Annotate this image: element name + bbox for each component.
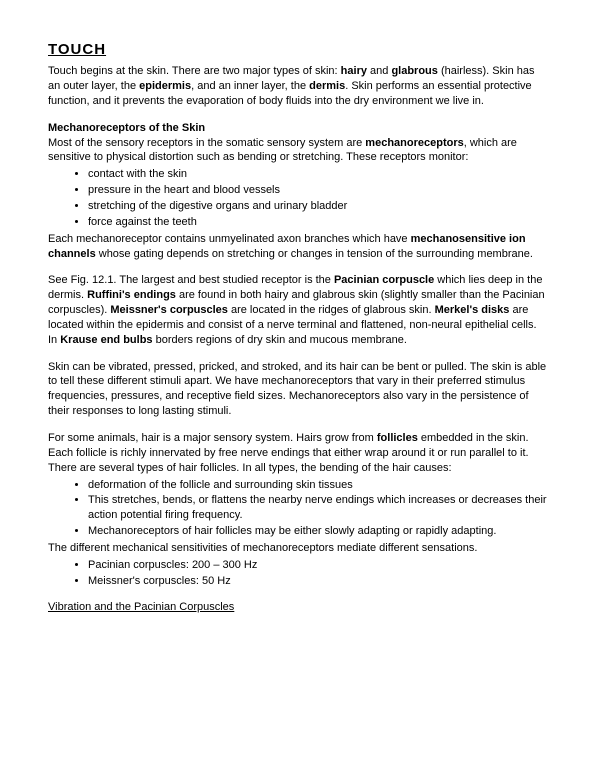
bold-term: follicles — [377, 432, 418, 444]
text: , and an inner layer, the — [191, 80, 309, 92]
text: Touch begins at the skin. There are two … — [48, 65, 341, 77]
bold-term: glabrous — [391, 65, 437, 77]
list-item: Mechanoreceptors of hair follicles may b… — [88, 524, 547, 539]
bold-term: Ruffini's endings — [87, 289, 176, 301]
subheading-vibration: Vibration and the Pacinian Corpuscles — [48, 600, 547, 615]
text: are located in the ridges of glabrous sk… — [228, 304, 435, 316]
bold-term: epidermis — [139, 80, 191, 92]
text: See Fig. 12.1. The largest and best stud… — [48, 274, 334, 286]
list-item: force against the teeth — [88, 215, 547, 230]
text: For some animals, hair is a major sensor… — [48, 432, 377, 444]
bold-term: Merkel's disks — [435, 304, 510, 316]
hair-paragraph: For some animals, hair is a major sensor… — [48, 431, 547, 476]
text: Most of the sensory receptors in the som… — [48, 137, 365, 149]
mech-bullet-list: contact with the skin pressure in the he… — [48, 167, 547, 229]
text: borders regions of dry skin and mucous m… — [153, 334, 407, 346]
mech-lead: Most of the sensory receptors in the som… — [48, 136, 547, 166]
intro-paragraph: Touch begins at the skin. There are two … — [48, 64, 547, 109]
bold-term: mechanoreceptors — [365, 137, 463, 149]
list-item: stretching of the digestive organs and u… — [88, 199, 547, 214]
bold-term: Meissner's corpuscles — [110, 304, 228, 316]
sens-bullet-list: Pacinian corpuscles: 200 – 300 Hz Meissn… — [48, 558, 547, 589]
list-item: pressure in the heart and blood vessels — [88, 183, 547, 198]
mech-after: Each mechanoreceptor contains unmyelinat… — [48, 232, 547, 262]
page-title: TOUCH — [48, 40, 547, 60]
hair-bullet-list: deformation of the follicle and surround… — [48, 478, 547, 539]
list-item: Pacinian corpuscles: 200 – 300 Hz — [88, 558, 547, 573]
bold-term: Krause end bulbs — [60, 334, 152, 346]
vibrate-paragraph: Skin can be vibrated, pressed, pricked, … — [48, 360, 547, 419]
text: and — [367, 65, 391, 77]
bold-term: hairy — [341, 65, 367, 77]
text: Each mechanoreceptor contains unmyelinat… — [48, 233, 411, 245]
list-item: deformation of the follicle and surround… — [88, 478, 547, 493]
bold-term: Pacinian corpuscle — [334, 274, 434, 286]
list-item: This stretches, bends, or flattens the n… — [88, 493, 547, 523]
section-heading-mechanoreceptors: Mechanoreceptors of the Skin — [48, 121, 547, 136]
bold-term: dermis — [309, 80, 345, 92]
list-item: contact with the skin — [88, 167, 547, 182]
fig-paragraph: See Fig. 12.1. The largest and best stud… — [48, 273, 547, 347]
sens-lead: The different mechanical sensitivities o… — [48, 541, 547, 556]
text: whose gating depends on stretching or ch… — [96, 248, 533, 260]
list-item: Meissner's corpuscles: 50 Hz — [88, 574, 547, 589]
document-page: TOUCH Touch begins at the skin. There ar… — [0, 0, 595, 667]
